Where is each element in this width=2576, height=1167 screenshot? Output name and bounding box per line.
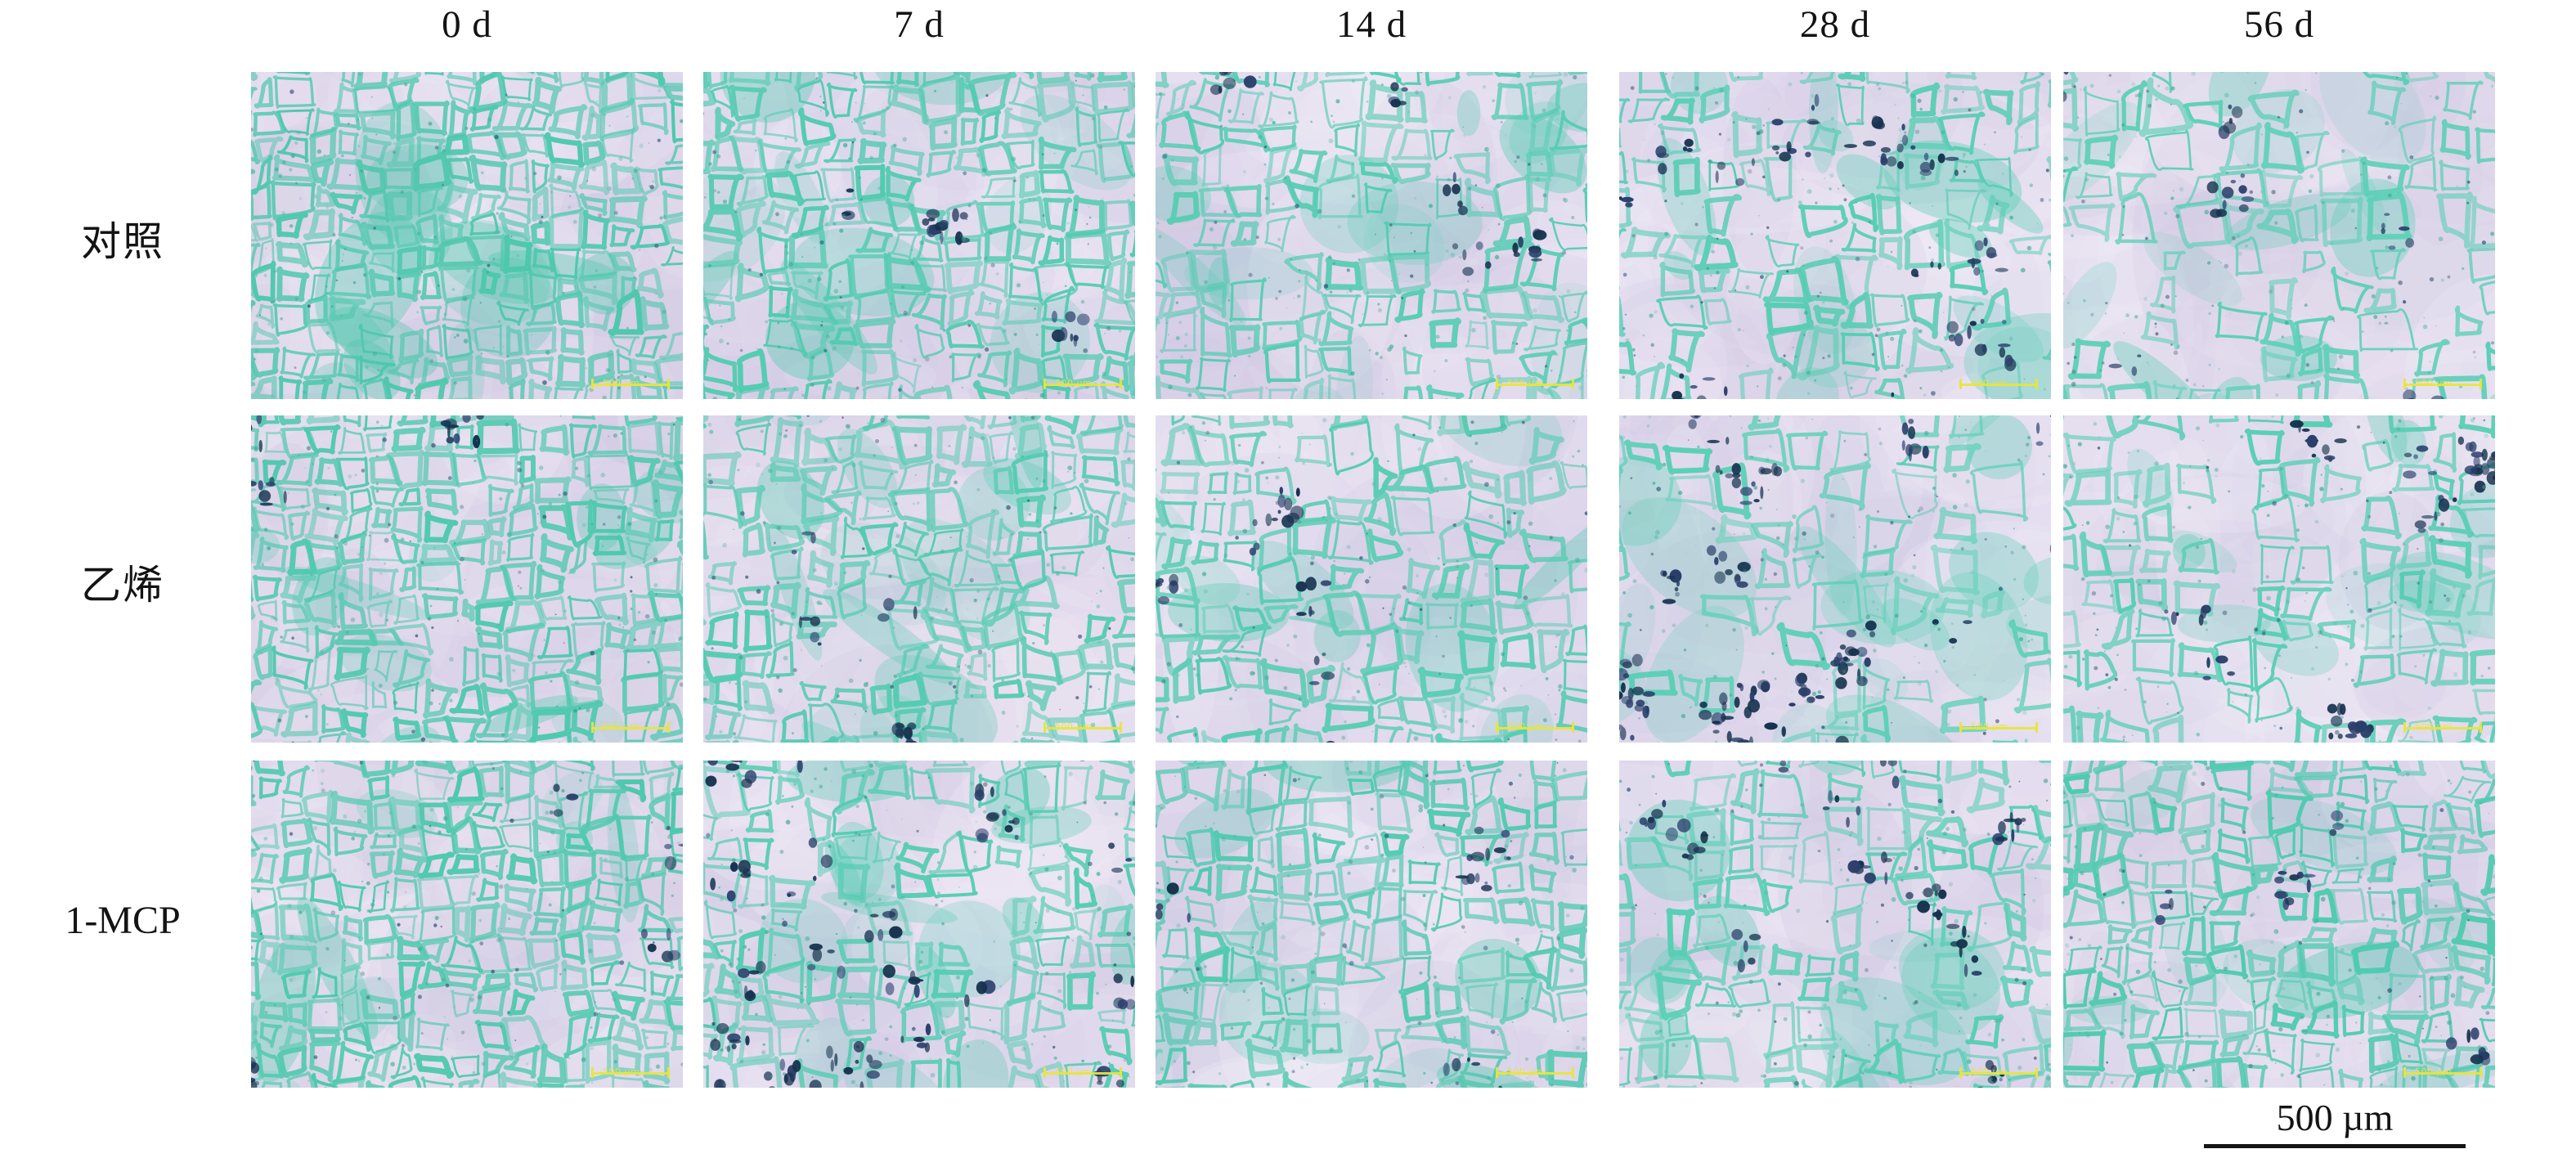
micrograph-panel[interactable]: 500 µm xyxy=(251,761,683,1088)
micrograph-panel[interactable]: 500 µm xyxy=(2063,415,2495,743)
micrograph-panel[interactable]: 500 µm xyxy=(1619,761,2051,1088)
micrograph-panel[interactable]: 500 µm xyxy=(2063,72,2495,399)
micrograph-panel[interactable]: 500 µm xyxy=(251,72,683,399)
micrograph-panel[interactable]: 500 µm xyxy=(1156,72,1587,399)
row-label-3: 1-MCP xyxy=(65,899,181,942)
scale-bar-label: 500 µm xyxy=(2276,1097,2394,1138)
micrograph-panel[interactable]: 500 µm xyxy=(703,72,1135,399)
column-header-28d: 28 d xyxy=(1799,3,1871,46)
scale-bar-line xyxy=(2204,1144,2466,1148)
row-label-1: 对照 xyxy=(80,218,164,265)
column-header-56d: 56 d xyxy=(2243,3,2315,46)
micrograph-panel[interactable]: 500 µm xyxy=(251,415,683,743)
column-header-0d: 0 d xyxy=(442,3,492,46)
micrograph-panel[interactable]: 500 µm xyxy=(703,415,1135,743)
column-header-7d: 7 d xyxy=(894,3,945,46)
micrograph-panel[interactable]: 500 µm xyxy=(1619,415,2051,743)
micrograph-panel[interactable]: 500 µm xyxy=(1156,415,1587,743)
micrograph-panel[interactable]: 500 µm xyxy=(1619,72,2051,399)
micrograph-panel[interactable]: 500 µm xyxy=(703,761,1135,1088)
row-label-2: 乙烯 xyxy=(80,562,164,608)
micrograph-panel[interactable]: 500 µm xyxy=(2063,761,2495,1088)
column-header-14d: 14 d xyxy=(1335,3,1407,46)
micrograph-panel[interactable]: 500 µm xyxy=(1156,761,1587,1088)
